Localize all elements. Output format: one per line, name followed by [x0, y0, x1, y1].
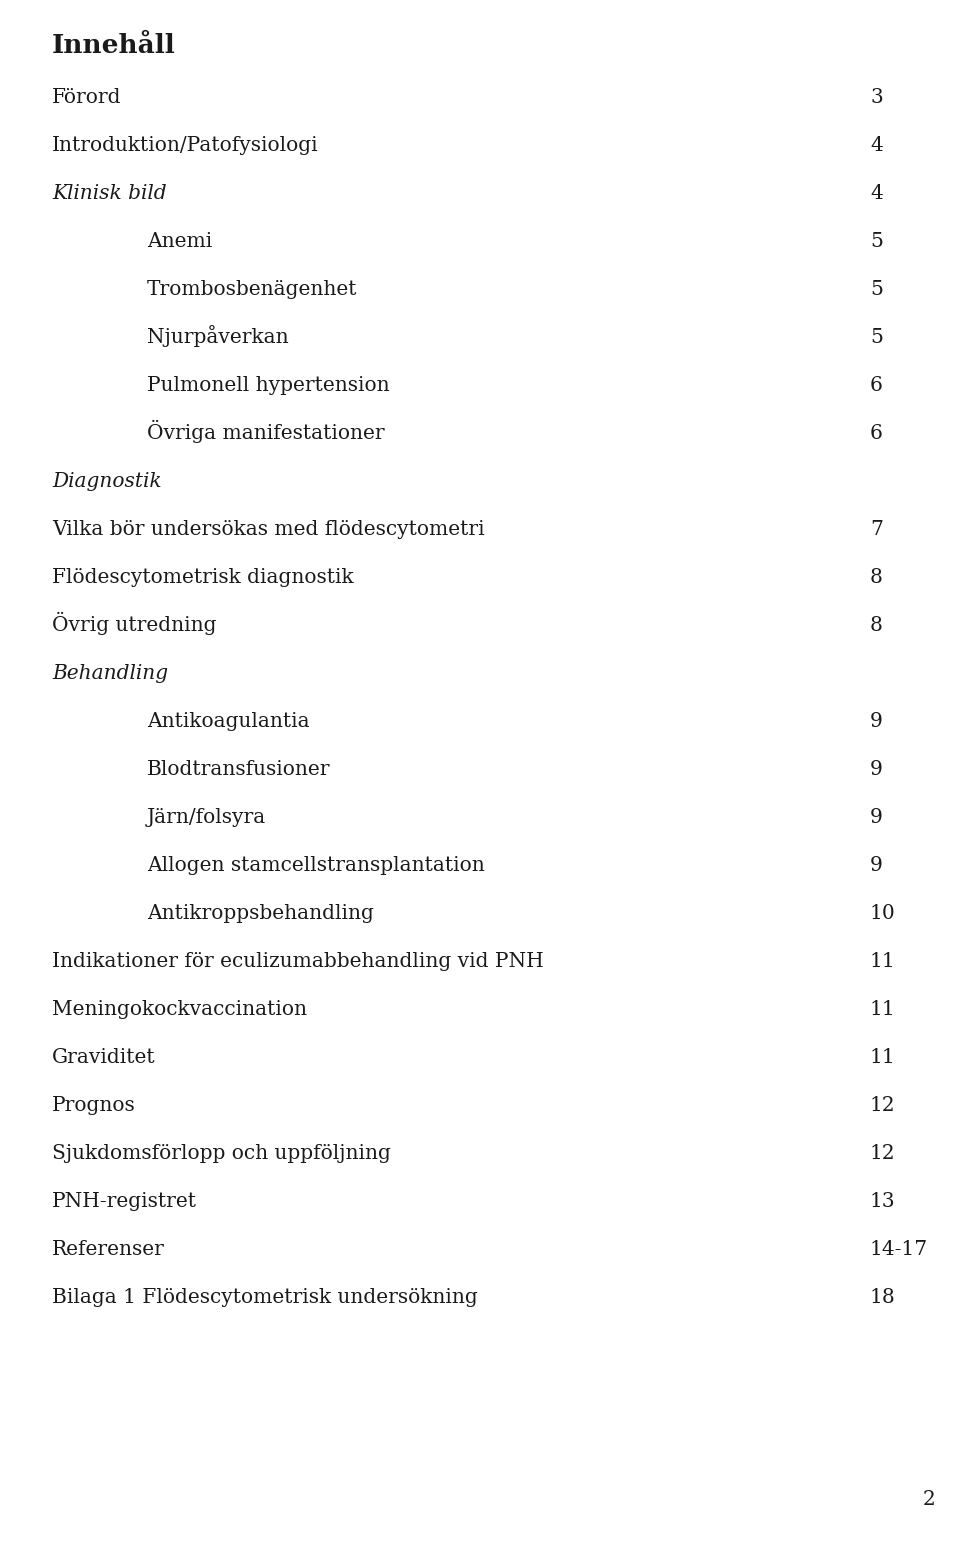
Text: Diagnostik: Diagnostik — [52, 472, 161, 491]
Text: 4: 4 — [870, 136, 883, 154]
Text: 9: 9 — [870, 761, 883, 779]
Text: Behandling: Behandling — [52, 663, 168, 684]
Text: Meningokockvaccination: Meningokockvaccination — [52, 1000, 307, 1018]
Text: 5: 5 — [870, 279, 883, 299]
Text: 5: 5 — [870, 329, 883, 347]
Text: Allogen stamcellstransplantation: Allogen stamcellstransplantation — [147, 856, 485, 875]
Text: 11: 11 — [870, 1048, 896, 1068]
Text: Sjukdomsförlopp och uppföljning: Sjukdomsförlopp och uppföljning — [52, 1143, 391, 1163]
Text: 2: 2 — [923, 1491, 935, 1509]
Text: 8: 8 — [870, 616, 883, 636]
Text: Referenser: Referenser — [52, 1241, 165, 1259]
Text: Indikationer för eculizumabbehandling vid PNH: Indikationer för eculizumabbehandling vi… — [52, 952, 543, 971]
Text: Klinisk bild: Klinisk bild — [52, 184, 167, 204]
Text: 13: 13 — [870, 1193, 896, 1211]
Text: Bilaga 1 Flödescytometrisk undersökning: Bilaga 1 Flödescytometrisk undersökning — [52, 1288, 478, 1307]
Text: 9: 9 — [870, 856, 883, 875]
Text: Övrig utredning: Övrig utredning — [52, 613, 217, 636]
Text: Graviditet: Graviditet — [52, 1048, 156, 1068]
Text: 10: 10 — [870, 904, 896, 923]
Text: 6: 6 — [870, 376, 883, 395]
Text: 8: 8 — [870, 568, 883, 586]
Text: Övriga manifestationer: Övriga manifestationer — [147, 420, 385, 443]
Text: 11: 11 — [870, 952, 896, 971]
Text: 12: 12 — [870, 1096, 896, 1116]
Text: 9: 9 — [870, 711, 883, 731]
Text: 3: 3 — [870, 88, 883, 106]
Text: Flödescytometrisk diagnostik: Flödescytometrisk diagnostik — [52, 568, 353, 586]
Text: Förord: Förord — [52, 88, 122, 106]
Text: 11: 11 — [870, 1000, 896, 1018]
Text: 12: 12 — [870, 1143, 896, 1163]
Text: Anemi: Anemi — [147, 231, 212, 252]
Text: 7: 7 — [870, 520, 883, 539]
Text: 6: 6 — [870, 424, 883, 443]
Text: Trombosbenägenhet: Trombosbenägenhet — [147, 279, 357, 299]
Text: 5: 5 — [870, 231, 883, 252]
Text: Njurpåverkan: Njurpåverkan — [147, 326, 289, 347]
Text: Blodtransfusioner: Blodtransfusioner — [147, 761, 330, 779]
Text: Antikroppsbehandling: Antikroppsbehandling — [147, 904, 373, 923]
Text: Vilka bör undersökas med flödescytometri: Vilka bör undersökas med flödescytometri — [52, 520, 485, 539]
Text: Prognos: Prognos — [52, 1096, 135, 1116]
Text: Innehåll: Innehåll — [52, 32, 176, 59]
Text: 18: 18 — [870, 1288, 896, 1307]
Text: Antikoagulantia: Antikoagulantia — [147, 711, 310, 731]
Text: Introduktion/Patofysiologi: Introduktion/Patofysiologi — [52, 136, 319, 154]
Text: Järn/folsyra: Järn/folsyra — [147, 809, 266, 827]
Text: 14-17: 14-17 — [870, 1241, 928, 1259]
Text: 9: 9 — [870, 809, 883, 827]
Text: PNH-registret: PNH-registret — [52, 1193, 197, 1211]
Text: 4: 4 — [870, 184, 883, 204]
Text: Pulmonell hypertension: Pulmonell hypertension — [147, 376, 390, 395]
